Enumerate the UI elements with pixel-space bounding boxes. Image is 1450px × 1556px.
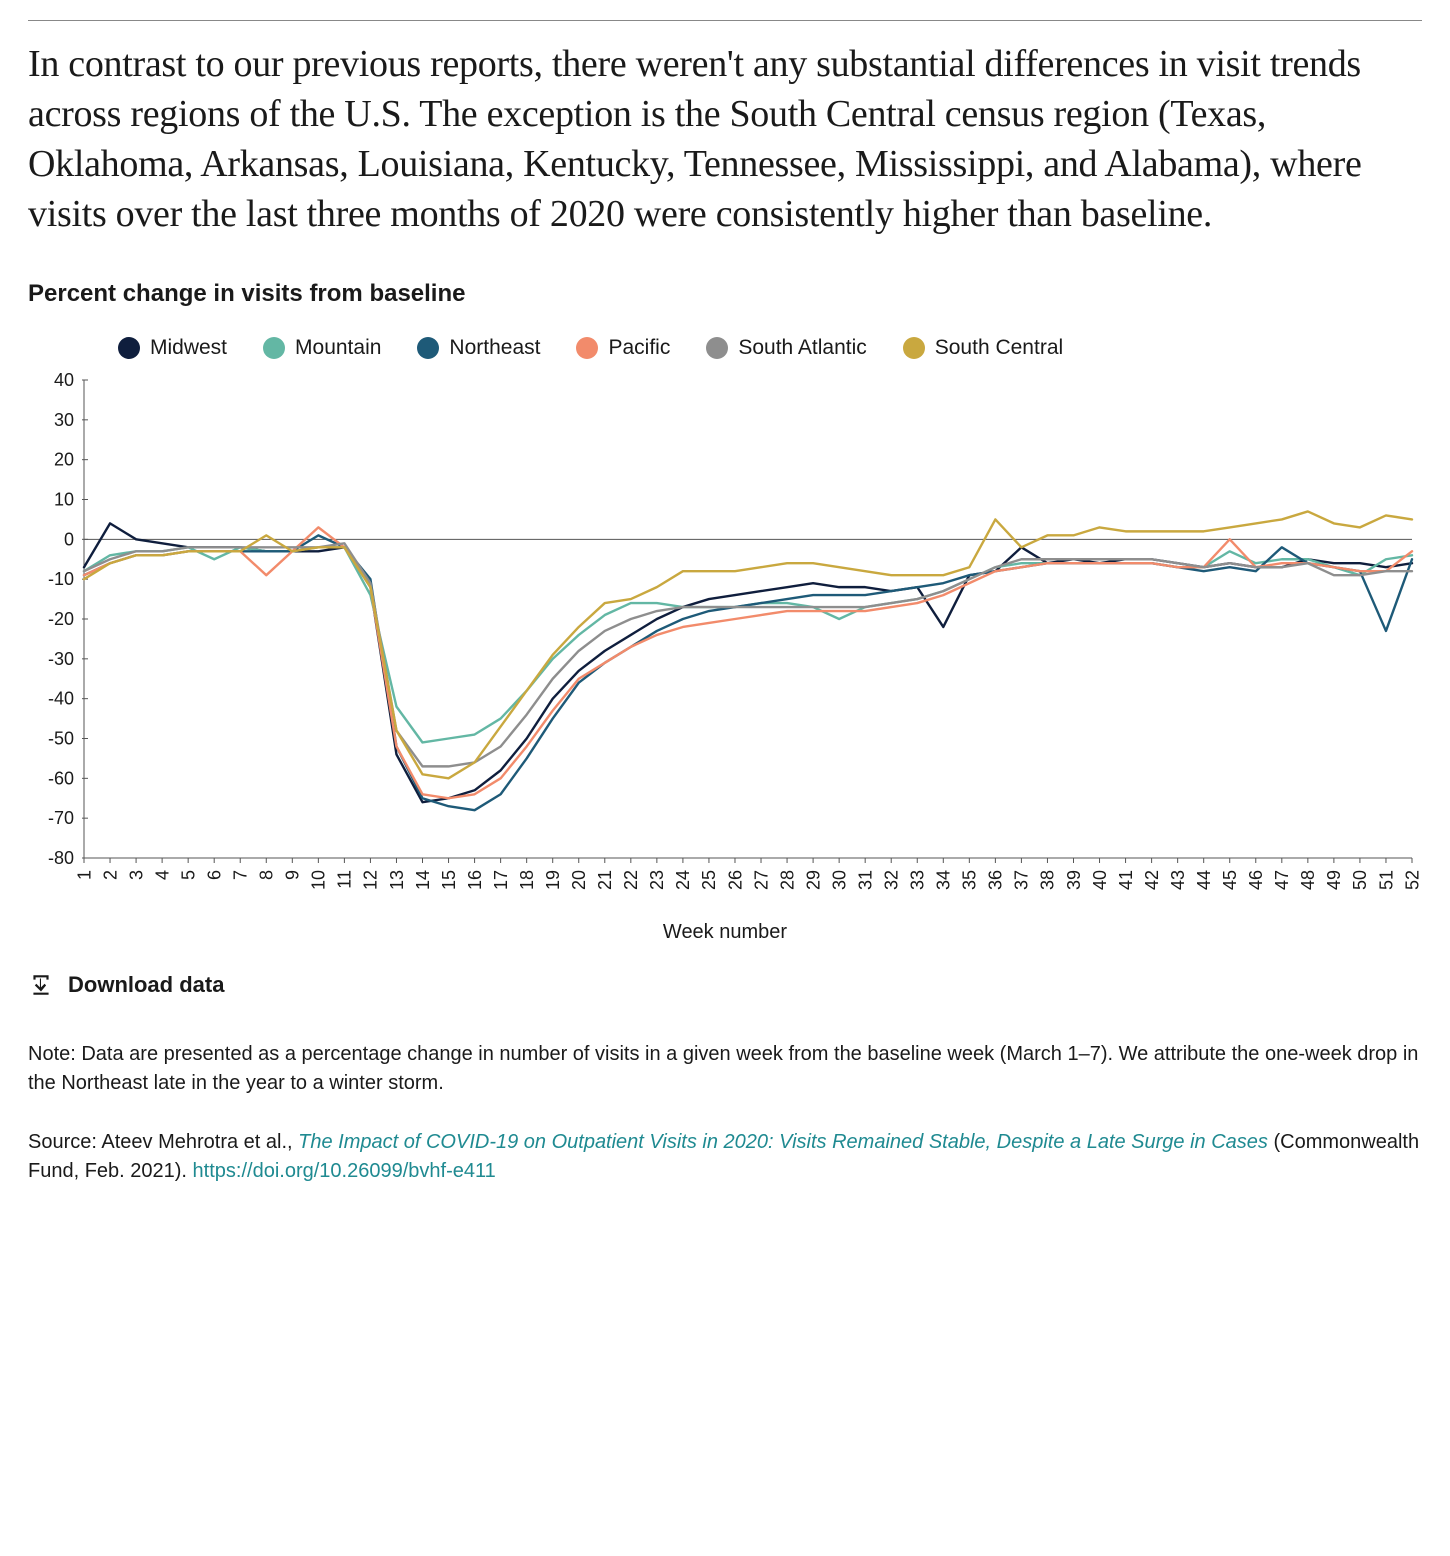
source-citation-link[interactable]: The Impact of COVID-19 on Outpatient Vis… <box>298 1131 1268 1153</box>
svg-text:47: 47 <box>1272 870 1292 890</box>
svg-text:26: 26 <box>725 870 745 890</box>
svg-text:11: 11 <box>335 870 355 889</box>
svg-text:49: 49 <box>1324 870 1344 890</box>
download-data-button[interactable]: Download data <box>28 972 1422 998</box>
legend-swatch <box>263 337 285 359</box>
svg-text:21: 21 <box>595 870 615 890</box>
svg-text:33: 33 <box>908 870 928 890</box>
svg-text:7: 7 <box>231 870 251 880</box>
svg-text:30: 30 <box>54 409 74 429</box>
chart-legend: Midwest Mountain Northeast Pacific South Atl… <box>28 336 1422 360</box>
svg-text:13: 13 <box>387 870 407 890</box>
download-label: Download data <box>68 972 224 998</box>
svg-text:23: 23 <box>647 870 667 890</box>
legend-label: Northeast <box>449 336 540 360</box>
svg-text:42: 42 <box>1142 870 1162 890</box>
svg-text:41: 41 <box>1116 870 1136 890</box>
svg-text:20: 20 <box>569 870 589 890</box>
svg-text:43: 43 <box>1168 870 1188 890</box>
svg-text:40: 40 <box>54 372 74 390</box>
svg-text:25: 25 <box>699 870 719 890</box>
legend-item: Midwest <box>118 336 227 360</box>
svg-text:3: 3 <box>126 870 146 880</box>
svg-text:34: 34 <box>934 870 954 890</box>
svg-text:-10: -10 <box>48 569 74 589</box>
svg-text:-20: -20 <box>48 609 74 629</box>
svg-text:31: 31 <box>855 870 875 890</box>
legend-swatch <box>118 337 140 359</box>
svg-text:46: 46 <box>1246 870 1266 890</box>
legend-item: South Atlantic <box>706 336 866 360</box>
legend-item: Northeast <box>417 336 540 360</box>
svg-text:2: 2 <box>100 870 120 880</box>
line-chart: -80-70-60-50-40-30-20-100102030401234567… <box>28 372 1422 917</box>
svg-text:9: 9 <box>283 870 303 880</box>
svg-text:36: 36 <box>986 870 1006 890</box>
svg-text:6: 6 <box>204 870 224 880</box>
svg-text:10: 10 <box>54 489 74 509</box>
legend-swatch <box>903 337 925 359</box>
svg-text:52: 52 <box>1402 870 1422 890</box>
legend-item: Pacific <box>576 336 670 360</box>
svg-text:0: 0 <box>64 529 74 549</box>
svg-text:32: 32 <box>882 870 902 890</box>
source-prefix: Source: Ateev Mehrotra et al., <box>28 1131 298 1153</box>
source-doi-link[interactable]: https://doi.org/10.26099/bvhf-e411 <box>193 1160 496 1182</box>
svg-text:-60: -60 <box>48 768 74 788</box>
svg-text:37: 37 <box>1012 870 1032 890</box>
svg-text:30: 30 <box>829 870 849 890</box>
chart-title: Percent change in visits from baseline <box>28 280 1422 308</box>
svg-text:39: 39 <box>1064 870 1084 890</box>
svg-text:48: 48 <box>1298 870 1318 890</box>
svg-text:28: 28 <box>777 870 797 890</box>
svg-text:29: 29 <box>803 870 823 890</box>
legend-label: South Atlantic <box>738 336 866 360</box>
svg-text:8: 8 <box>257 870 277 880</box>
svg-text:45: 45 <box>1220 870 1240 890</box>
svg-text:-70: -70 <box>48 808 74 828</box>
legend-item: South Central <box>903 336 1063 360</box>
x-axis-label: Week number <box>28 921 1422 944</box>
svg-text:22: 22 <box>621 870 641 890</box>
svg-text:-50: -50 <box>48 728 74 748</box>
svg-text:18: 18 <box>517 870 537 890</box>
svg-text:44: 44 <box>1194 870 1214 890</box>
legend-swatch <box>576 337 598 359</box>
note-text: Note: Data are presented as a percentage… <box>28 1040 1422 1098</box>
svg-text:-80: -80 <box>48 848 74 868</box>
legend-swatch <box>417 337 439 359</box>
svg-text:1: 1 <box>74 870 94 880</box>
svg-text:19: 19 <box>543 870 563 890</box>
legend-label: Midwest <box>150 336 227 360</box>
legend-item: Mountain <box>263 336 381 360</box>
svg-text:35: 35 <box>960 870 980 890</box>
legend-label: South Central <box>935 336 1063 360</box>
legend-label: Mountain <box>295 336 381 360</box>
svg-text:17: 17 <box>491 870 511 890</box>
svg-text:15: 15 <box>439 870 459 890</box>
svg-text:24: 24 <box>673 870 693 890</box>
svg-text:-40: -40 <box>48 688 74 708</box>
svg-text:-30: -30 <box>48 648 74 668</box>
legend-swatch <box>706 337 728 359</box>
svg-text:27: 27 <box>751 870 771 890</box>
chart-svg: -80-70-60-50-40-30-20-100102030401234567… <box>28 372 1422 912</box>
intro-paragraph: In contrast to our previous reports, the… <box>28 39 1422 240</box>
svg-text:14: 14 <box>413 870 433 890</box>
legend-label: Pacific <box>608 336 670 360</box>
svg-text:20: 20 <box>54 449 74 469</box>
source-text: Source: Ateev Mehrotra et al., The Impac… <box>28 1128 1422 1186</box>
svg-text:51: 51 <box>1376 870 1396 890</box>
svg-text:10: 10 <box>309 870 329 890</box>
svg-text:16: 16 <box>465 870 485 890</box>
svg-text:40: 40 <box>1090 870 1110 890</box>
download-icon <box>28 972 54 998</box>
svg-text:12: 12 <box>361 870 381 890</box>
top-rule <box>28 20 1422 21</box>
svg-text:38: 38 <box>1038 870 1058 890</box>
svg-text:50: 50 <box>1350 870 1370 890</box>
svg-text:4: 4 <box>152 870 172 880</box>
svg-text:5: 5 <box>178 870 198 880</box>
